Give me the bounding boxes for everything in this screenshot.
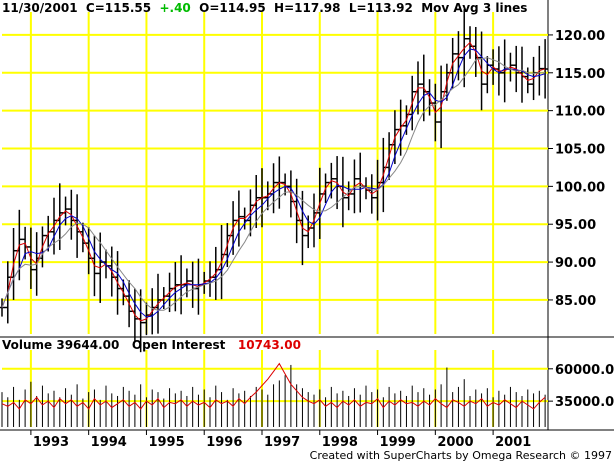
x-tick-label: 1996 <box>206 435 242 450</box>
header-high: H=117.98 <box>274 1 341 15</box>
open-interest-label: Open Interest <box>131 338 226 352</box>
x-tick-label: 1994 <box>91 435 127 450</box>
y-tick-label: 115.00 <box>555 67 605 82</box>
x-tick-label: 1997 <box>264 435 300 450</box>
x-tick-label: 1998 <box>322 435 358 450</box>
volume-tick-label: 60000.00 <box>555 363 614 378</box>
y-tick-label: 110.00 <box>555 105 605 120</box>
volume-tick-label: 35000.00 <box>555 395 614 410</box>
volume-value: Volume 39644.00 <box>2 338 120 352</box>
x-tick-label: 1993 <box>33 435 69 450</box>
x-tick-label: 2001 <box>495 435 531 450</box>
header-date: 11/30/2001 <box>2 1 78 15</box>
header-study: Mov Avg 3 lines <box>421 1 528 15</box>
y-tick-label: 105.00 <box>555 143 605 158</box>
moving-average-long <box>1 57 546 311</box>
header-open: O=114.95 <box>199 1 266 15</box>
y-tick-label: 120.00 <box>555 29 605 44</box>
moving-average-mid <box>1 48 546 318</box>
open-interest-line <box>1 362 546 410</box>
moving-average-short <box>1 41 546 322</box>
volume-bars <box>1 364 546 427</box>
x-tick-label: 1995 <box>148 435 184 450</box>
x-tick-label: 1999 <box>380 435 416 450</box>
y-tick-label: 85.00 <box>555 294 596 309</box>
volume-header: Volume 39644.00 Open Interest 10743.00 <box>2 338 301 352</box>
header-close: C=115.55 <box>85 1 152 15</box>
header-change: +.40 <box>159 1 191 15</box>
y-tick-label: 95.00 <box>555 218 596 233</box>
credit-footer: Created with SuperCharts by Omega Resear… <box>309 449 612 462</box>
header-low: L=113.92 <box>348 1 413 15</box>
open-interest-value: 10743.00 <box>237 338 301 352</box>
y-tick-label: 90.00 <box>555 256 596 271</box>
y-tick-label: 100.00 <box>555 180 605 195</box>
x-tick-label: 2000 <box>437 435 473 450</box>
price-header: 11/30/2001 C=115.55 +.40 O=114.95 H=117.… <box>2 1 527 15</box>
